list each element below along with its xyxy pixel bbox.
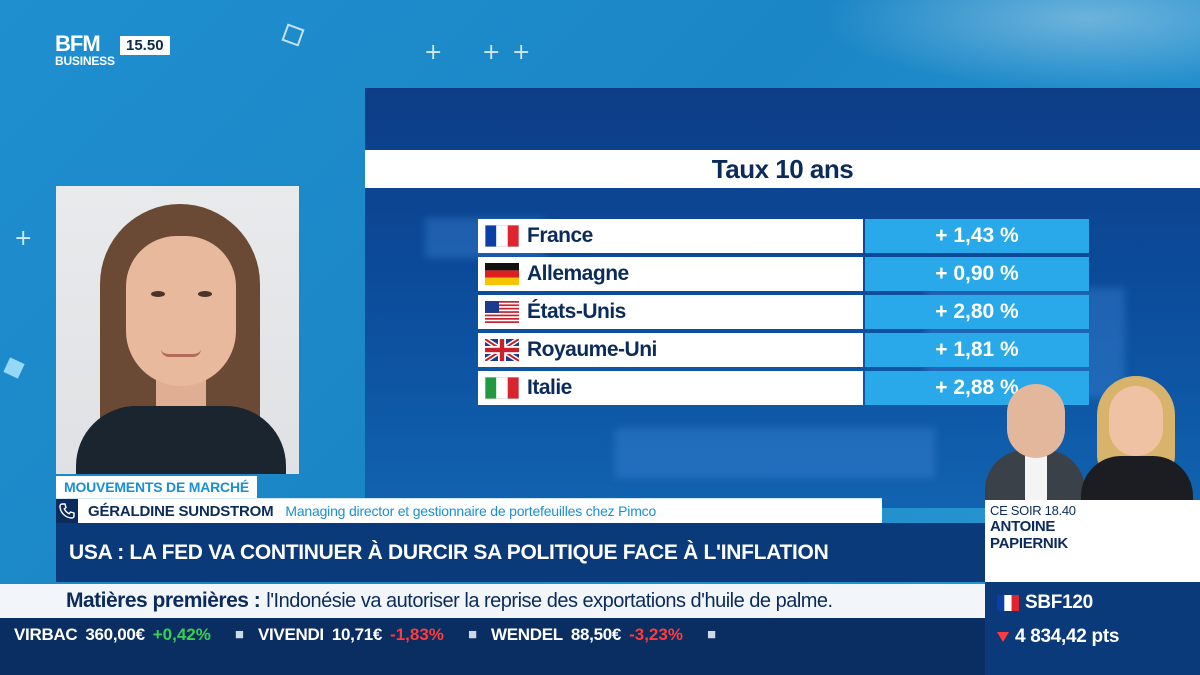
panel-title: Taux 10 ans [711, 153, 854, 184]
guest-jacket [76, 406, 286, 474]
guest-role: Managing director et gestionnaire de por… [285, 503, 657, 519]
guest-eye [198, 291, 212, 297]
upcoming-show-label: CE SOIR 18.40 ANTOINE PAPIERNIK [985, 500, 1200, 582]
bottom-strip [0, 651, 985, 675]
rate-row-germany: Allemagne + 0,90 % [478, 257, 1089, 291]
germany-flag-icon [485, 263, 519, 285]
logo-bfm-text: BFM [55, 31, 101, 56]
france-flag-icon [485, 225, 519, 247]
rate-country-cell: États-Unis [478, 295, 863, 329]
host-head [1109, 386, 1163, 456]
news-ticker: Matières premières : l'Indonésie va auto… [0, 584, 985, 618]
country-name: Royaume-Uni [527, 338, 657, 361]
news-text: l'Indonésie va autoriser la reprise des … [266, 589, 833, 612]
decorative-cross: + [14, 226, 33, 251]
channel-logo: BFM BUSINESS 15.50 [55, 31, 170, 68]
stock-name: VIVENDI [257, 624, 324, 644]
stock-change-down: -1,83% [390, 624, 444, 644]
country-name: Allemagne [527, 262, 629, 285]
rate-country-cell: Royaume-Uni [478, 333, 863, 367]
index-value-row: 4 834,42 pts [997, 626, 1119, 648]
country-name: France [527, 224, 593, 247]
background-glow [820, 0, 1200, 90]
decorative-cross: + [482, 40, 501, 65]
index-label: SBF120 [997, 592, 1093, 614]
headline-bar: USA : LA FED VA CONTINUER À DURCIR SA PO… [56, 523, 985, 582]
rate-value: + 1,43 % [865, 219, 1089, 253]
ticker-separator-icon: ■ [467, 626, 477, 643]
guest-face [126, 236, 236, 386]
decorative-square [281, 23, 305, 47]
france-flag-icon [997, 595, 1019, 611]
guest-caption: GÉRALDINE SUNDSTROM Managing director et… [56, 498, 882, 524]
decorative-square [3, 357, 25, 379]
stock-price: 88,50€ [570, 624, 622, 644]
segment-tag: MOUVEMENTS DE MARCHÉ [56, 476, 258, 498]
guest-name: GÉRALDINE SUNDSTROM [88, 502, 274, 520]
host-body [1081, 456, 1193, 500]
phone-icon [56, 498, 78, 524]
host-shirt [1025, 454, 1047, 500]
rate-row-uk: Royaume-Uni + 1,81 % [478, 333, 1089, 367]
host-first-name: ANTOINE [990, 518, 1056, 535]
panel-title-bar: Taux 10 ans [365, 150, 1200, 188]
rate-country-cell: Italie [478, 371, 863, 405]
ticker-separator-icon: ■ [234, 626, 244, 643]
index-name: SBF120 [1025, 592, 1093, 613]
usa-flag-icon [485, 301, 519, 323]
clock-time: 15.50 [120, 36, 170, 55]
host-head [1007, 384, 1065, 458]
rate-country-cell: Allemagne [478, 257, 863, 291]
rate-value: + 1,81 % [865, 333, 1089, 367]
index-value: 4 834,42 pts [1015, 626, 1120, 647]
headline: USA : LA FED VA CONTINUER À DURCIR SA PO… [69, 540, 829, 564]
arrow-down-icon [997, 632, 1009, 642]
country-name: États-Unis [527, 300, 626, 323]
decorative-cross: + [512, 40, 531, 65]
host-last-name: PAPIERNIK [990, 535, 1068, 552]
country-name: Italie [527, 376, 572, 399]
guest-mouth [161, 349, 201, 357]
rate-value: + 2,80 % [865, 295, 1089, 329]
index-box: SBF120 4 834,42 pts [985, 582, 1200, 675]
guest-video-feed [56, 186, 299, 474]
hosts-video-feed [985, 370, 1200, 500]
stock-name: VIRBAC [14, 624, 78, 644]
rate-row-france: France + 1,43 % [478, 219, 1089, 253]
stock-ticker: VIRBAC 360,00€ +0,42% ■ VIVENDI 10,71€ -… [0, 618, 985, 651]
rate-value: + 0,90 % [865, 257, 1089, 291]
italy-flag-icon [485, 377, 519, 399]
stock-change-down: -3,23% [629, 624, 683, 644]
rates-panel: Taux 10 ans France + 1,43 % Allemagne + … [365, 88, 1200, 508]
rate-country-cell: France [478, 219, 863, 253]
stock-price: 10,71€ [331, 624, 383, 644]
uk-flag-icon [485, 339, 519, 361]
stock-price: 360,00€ [85, 624, 145, 644]
segment-title: MOUVEMENTS DE MARCHÉ [64, 479, 250, 495]
ticker-separator-icon: ■ [706, 626, 717, 643]
stock-change-up: +0,42% [152, 624, 211, 644]
news-category: Matières premières : [66, 589, 261, 612]
guest-eye [151, 291, 165, 297]
rate-row-usa: États-Unis + 2,80 % [478, 295, 1089, 329]
background-blur [615, 428, 935, 478]
decorative-cross: + [424, 40, 443, 65]
show-time: CE SOIR 18.40 [990, 503, 1076, 518]
stock-name: WENDEL [491, 624, 563, 644]
logo-business-text: BUSINESS [55, 54, 115, 68]
